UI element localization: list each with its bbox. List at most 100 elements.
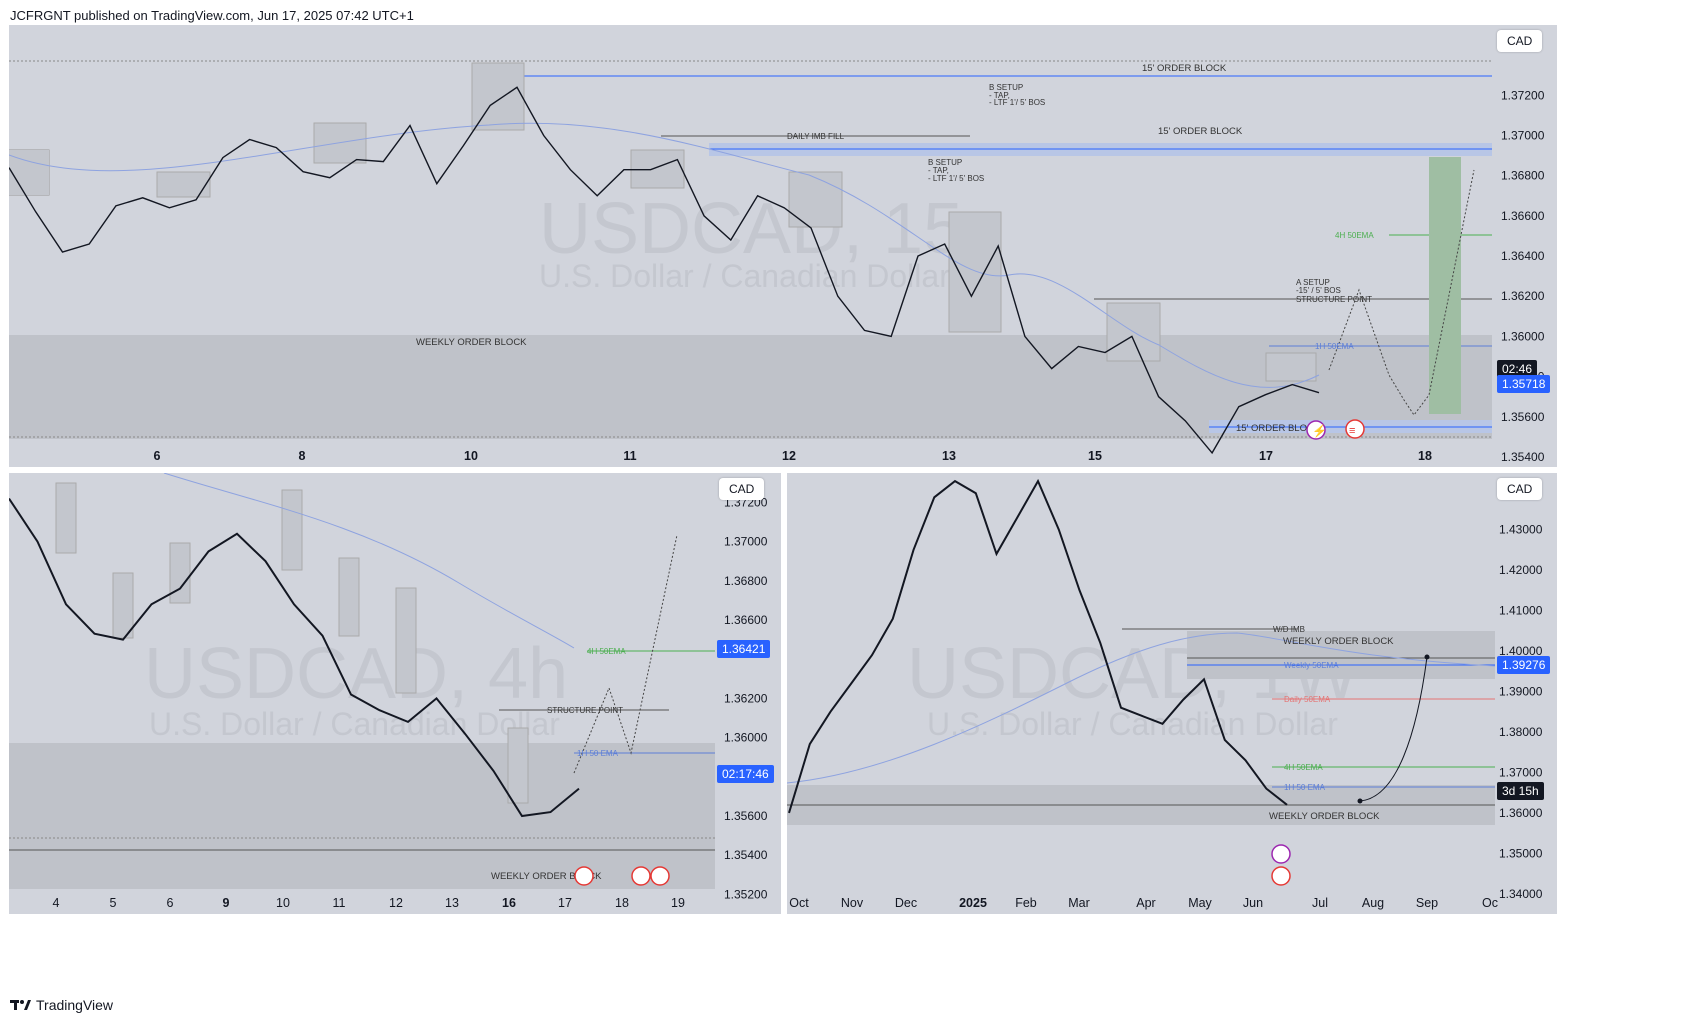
price-path	[9, 86, 1320, 455]
price-tick-label: 1.35400	[724, 848, 768, 862]
time-tick-label: 11	[623, 449, 636, 463]
price-tick-label: 1.42000	[1499, 563, 1543, 577]
us-flag-icon	[650, 866, 670, 886]
time-tick-label: Mar	[1068, 896, 1090, 910]
currency-button[interactable]: CAD	[1497, 478, 1543, 500]
ann-bsetup-1: B SETUP	[989, 83, 1023, 92]
ema-line	[9, 122, 1320, 388]
time-tick-label: Nov	[841, 896, 864, 910]
price-tick-label: 1.35200	[724, 887, 768, 901]
us-flag-icon	[574, 866, 594, 886]
chart-panel-4h[interactable]: USDCAD, 4h U.S. Dollar / Canadian Dollar…	[9, 473, 781, 914]
us-flag-icon	[1345, 419, 1365, 439]
price-tick-label: 1.41000	[1499, 604, 1543, 618]
time-tick-label: 6	[167, 896, 174, 910]
ann-structure: STRUCTURE POINT	[547, 706, 623, 715]
ema-line	[787, 632, 1496, 784]
weekly-order-block-zone	[9, 743, 715, 889]
time-tick-label: Apr	[1136, 896, 1155, 910]
watermark-name: U.S. Dollar / Canadian Dollar	[539, 258, 950, 294]
price-path	[788, 478, 1288, 814]
projection-curve	[1359, 656, 1428, 802]
countdown-badge: 02:46	[1497, 360, 1538, 378]
time-tick-label: 15	[1088, 449, 1102, 463]
ann-1h-ema: 1H 50 EMA	[577, 749, 619, 758]
time-tick-label: 12	[782, 449, 796, 463]
projection-path	[573, 534, 678, 774]
price-tick-label: 1.36800	[724, 574, 768, 588]
ann-bsetup-1a: - TAP,	[989, 91, 1010, 100]
ann-imb: W/D IMB	[1273, 625, 1305, 634]
ann-1h-ema: 1H 50EMA	[1315, 342, 1354, 351]
time-tick-label: 11	[333, 896, 346, 910]
price-tick-label: 1.38000	[1499, 725, 1543, 739]
price-path	[9, 497, 580, 818]
ann-ob-2: 15' ORDER BLOCK	[1158, 126, 1243, 137]
currency-button[interactable]: CAD	[719, 478, 765, 500]
time-tick-label: 18	[615, 896, 629, 910]
price-tick-label: 1.36000	[1499, 806, 1543, 820]
time-tick-label: Oc	[1482, 896, 1498, 910]
ema-price-badge: 1.36421	[717, 640, 771, 658]
weekly-order-block-zone-top	[1187, 631, 1495, 679]
target-zone	[1429, 157, 1461, 414]
price-tick-label: 1.36200	[1501, 289, 1545, 303]
countdown-badge: 02:17:46	[717, 765, 774, 783]
currency-button[interactable]: CAD	[1497, 30, 1543, 52]
ema-price-badge: 1.39276	[1497, 656, 1551, 674]
time-tick-label: Feb	[1015, 896, 1037, 910]
watermark-symbol: USDCAD, 15	[539, 189, 963, 269]
ann-weekly-ema: Weekly 50EMA	[1284, 661, 1339, 670]
ann-bsetup-1b: - LTF 1'/ 5' BOS	[989, 98, 1045, 107]
ann-15-ob: 15' ORDER BLO	[1236, 423, 1307, 434]
price-tick-label: 1.35000	[1499, 846, 1543, 860]
publisher-line: JCFRGNT published on TradingView.com, Ju…	[10, 8, 414, 23]
time-tick-label: 18	[1418, 449, 1432, 463]
us-flag-icon	[1271, 866, 1291, 886]
time-tick-label: 17	[1259, 449, 1273, 463]
time-tick-label: Oct	[789, 896, 809, 910]
ann-4h-ema: 4H 50EMA	[587, 647, 626, 656]
countdown-badge: 3d 15h	[1497, 782, 1544, 800]
footer-brand: TradingView	[10, 997, 113, 1013]
ann-1h-ema: 1H 50 EMA	[1284, 783, 1326, 792]
ann-bsetup-2b: - LTF 1'/ 5' BOS	[928, 174, 984, 183]
time-tick-label: 10	[276, 896, 290, 910]
ann-weekly-ob-top: WEEKLY ORDER BLOCK	[1283, 636, 1394, 647]
price-tick-label: 1.34000	[1499, 887, 1543, 901]
ann-bsetup-2a: - TAP,	[928, 166, 949, 175]
time-tick-label: Jun	[1243, 896, 1263, 910]
price-tick-label: 1.36600	[724, 613, 768, 627]
time-tick-label: 8	[299, 449, 306, 463]
price-tick-label: 1.43000	[1499, 523, 1543, 537]
ann-weekly-ob: WEEKLY ORDER BLOCK	[416, 337, 527, 348]
time-tick-label: Dec	[895, 896, 917, 910]
price-tick-label: 1.39000	[1499, 685, 1543, 699]
time-tick-label: 16	[502, 896, 516, 910]
ann-asetup-a: -15' / 5' BOS	[1296, 286, 1341, 295]
price-tick-label: 1.37000	[1499, 765, 1543, 779]
ann-4h-ema: 4H 50EMA	[1284, 763, 1323, 772]
chart-panel-15m[interactable]: USDCAD, 15 U.S. Dollar / Canadian Dollar	[9, 25, 1557, 467]
price-tick-label: 1.36400	[1501, 249, 1545, 263]
ann-weekly-ob: WEEKLY ORDER BLOCK	[491, 871, 602, 882]
last-price-badge: 1.35718	[1497, 375, 1551, 393]
price-tick-label: 1.37000	[724, 535, 768, 549]
time-tick-label: Aug	[1362, 896, 1384, 910]
price-tick-label: 1.37200	[1501, 88, 1545, 102]
ann-asetup: A SETUP	[1296, 278, 1330, 287]
time-tick-label: 9	[223, 896, 230, 910]
footer-brand-text: TradingView	[36, 997, 114, 1013]
chart-panel-1w[interactable]: USDCAD, 1W U.S. Dollar / Canadian Dollar…	[787, 473, 1557, 914]
time-tick-label: 6	[154, 449, 161, 463]
price-tick-label: 1.37000	[1501, 129, 1545, 143]
projection-path	[1328, 169, 1475, 416]
ann-4h-ema: 4H 50EMA	[1335, 231, 1374, 240]
price-tick-label: 1.35400	[1501, 450, 1545, 464]
ann-bsetup-2: B SETUP	[928, 158, 962, 167]
time-tick-label: 12	[389, 896, 403, 910]
ann-daily-ema: Daily 50EMA	[1284, 695, 1331, 704]
watermark-name: U.S. Dollar / Canadian Dollar	[149, 706, 560, 742]
price-tick-label: 1.36600	[1501, 209, 1545, 223]
ema-line	[163, 473, 575, 649]
